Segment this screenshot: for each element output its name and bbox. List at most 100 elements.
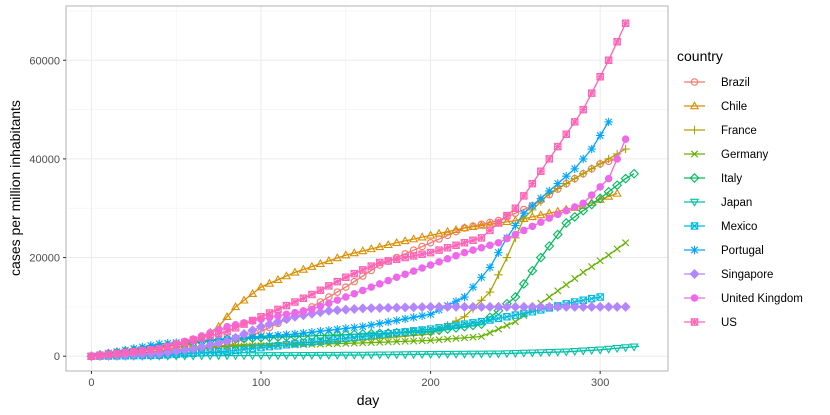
data-point-us — [138, 346, 147, 355]
y-tick-label: 20000 — [29, 253, 60, 265]
data-point-portugal — [375, 319, 384, 328]
series-singapore — [86, 301, 631, 362]
legend-label: France — [721, 125, 757, 137]
y-axis-title: cases per million inhabitants — [7, 100, 23, 276]
data-point-japan — [620, 344, 631, 353]
series-us — [87, 19, 630, 360]
data-point-italy — [298, 331, 309, 342]
data-point-france — [570, 174, 579, 183]
data-point-us — [537, 167, 545, 175]
data-point-mexico — [469, 319, 477, 327]
data-point-us — [265, 309, 274, 317]
data-point-us — [231, 324, 240, 332]
data-point-mexico — [596, 293, 604, 301]
data-point-japan — [281, 352, 292, 361]
data-point-italy — [578, 205, 589, 216]
data-point-japan — [570, 348, 580, 357]
data-point-germany — [545, 293, 553, 301]
data-point-united-kingdom — [528, 222, 537, 231]
data-point-us — [240, 320, 248, 328]
data-point-united-kingdom — [520, 226, 528, 235]
data-point-germany — [443, 335, 452, 343]
data-point-united-kingdom — [545, 214, 554, 222]
data-point-singapore — [162, 347, 173, 358]
legend-key-marker — [689, 198, 700, 207]
data-point-united-kingdom — [418, 264, 426, 272]
data-point-germany — [418, 337, 426, 345]
data-point-japan — [561, 348, 571, 357]
data-point-france — [579, 169, 588, 178]
x-tick-label: 0 — [88, 377, 94, 389]
data-point-france — [562, 179, 571, 188]
legend-item-singapore: Singapore — [684, 269, 773, 281]
data-point-portugal — [468, 282, 478, 292]
data-point-singapore — [569, 301, 580, 312]
data-point-italy — [518, 278, 529, 289]
data-point-japan — [468, 350, 478, 359]
data-point-chile — [256, 282, 266, 291]
data-point-united-kingdom — [274, 312, 282, 320]
legend-label: Brazil — [721, 77, 750, 89]
data-point-united-kingdom — [596, 183, 604, 191]
data-point-us — [163, 342, 172, 351]
data-point-us — [401, 253, 409, 262]
data-point-italy — [544, 241, 555, 252]
data-point-france — [621, 144, 630, 154]
data-point-us — [469, 236, 477, 245]
data-point-japan — [544, 349, 554, 358]
data-point-chile — [527, 212, 537, 221]
data-point-united-kingdom — [333, 296, 342, 304]
data-point-france — [604, 154, 613, 164]
data-point-portugal — [528, 201, 537, 210]
data-point-portugal — [265, 331, 274, 341]
data-point-portugal — [545, 186, 554, 196]
data-point-italy — [586, 199, 597, 210]
data-point-portugal — [350, 323, 359, 332]
data-point-singapore — [171, 346, 182, 357]
data-point-germany — [435, 336, 443, 344]
data-point-united-kingdom — [435, 258, 443, 266]
data-point-germany — [486, 329, 494, 337]
data-point-germany — [588, 263, 596, 271]
data-point-france — [502, 253, 512, 262]
data-point-japan — [298, 352, 309, 361]
data-point-chile — [366, 244, 376, 253]
data-point-us — [113, 349, 121, 358]
data-point-singapore — [264, 319, 275, 330]
data-point-japan — [392, 351, 402, 360]
data-point-japan — [578, 347, 588, 356]
data-point-france — [595, 159, 605, 169]
data-point-mexico — [316, 337, 325, 345]
legend-label: Italy — [721, 173, 742, 185]
data-point-united-kingdom — [282, 310, 291, 319]
data-point-japan — [451, 350, 461, 359]
data-point-singapore — [239, 329, 250, 339]
data-point-japan — [603, 345, 614, 354]
data-point-singapore — [417, 302, 428, 313]
data-point-us — [375, 258, 384, 267]
data-point-mexico — [367, 331, 375, 340]
data-point-germany — [410, 337, 418, 345]
data-point-us — [604, 56, 613, 65]
data-point-singapore — [459, 301, 470, 312]
data-point-germany — [596, 257, 604, 265]
data-point-chile — [476, 220, 487, 229]
data-point-chile — [222, 311, 232, 320]
data-point-portugal — [562, 171, 571, 181]
data-point-singapore — [205, 340, 216, 351]
data-point-germany — [384, 338, 392, 346]
data-point-us — [460, 239, 469, 247]
y-tick-label: 0 — [54, 351, 60, 363]
data-point-japan — [383, 351, 393, 360]
data-point-japan — [612, 345, 622, 354]
data-point-portugal — [155, 339, 164, 349]
data-point-us — [528, 179, 537, 188]
data-point-united-kingdom — [469, 246, 477, 254]
data-point-japan — [324, 351, 334, 360]
data-point-japan — [629, 343, 639, 352]
data-point-portugal — [595, 131, 605, 140]
data-point-us — [621, 19, 630, 28]
data-point-mexico — [299, 339, 308, 347]
data-point-chile — [315, 258, 326, 267]
data-point-singapore — [468, 301, 478, 312]
